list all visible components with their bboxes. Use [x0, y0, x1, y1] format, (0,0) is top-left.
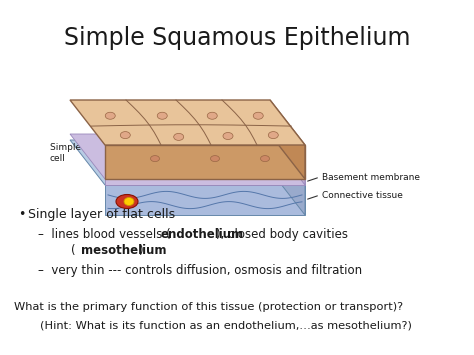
Polygon shape [70, 100, 305, 145]
Ellipse shape [253, 112, 263, 119]
Polygon shape [70, 134, 305, 179]
Text: Connective tissue: Connective tissue [322, 191, 403, 200]
Text: Single layer of flat cells: Single layer of flat cells [28, 208, 175, 221]
Text: endothelium: endothelium [160, 228, 244, 241]
Text: –  lines blood vessels (: – lines blood vessels ( [38, 228, 171, 241]
Ellipse shape [151, 155, 159, 162]
Ellipse shape [120, 132, 130, 138]
Ellipse shape [124, 197, 134, 206]
Text: •: • [18, 208, 26, 221]
Polygon shape [270, 140, 305, 215]
Text: ): ) [137, 244, 142, 257]
Text: What is the primary function of this tissue (protection or transport)?: What is the primary function of this tis… [14, 302, 403, 312]
Text: (Hint: What is its function as an endothelium,…as mesothelium?): (Hint: What is its function as an endoth… [40, 320, 412, 330]
Ellipse shape [105, 112, 115, 119]
Ellipse shape [157, 112, 167, 119]
Text: Basement membrane: Basement membrane [322, 173, 420, 181]
Polygon shape [270, 100, 305, 179]
Ellipse shape [268, 132, 278, 138]
Ellipse shape [116, 195, 138, 208]
Polygon shape [105, 179, 305, 185]
Polygon shape [105, 145, 305, 179]
Ellipse shape [223, 132, 233, 140]
Text: (: ( [56, 244, 76, 257]
Text: Simple Squamous Epithelium: Simple Squamous Epithelium [64, 26, 410, 50]
Text: ), closed body cavities: ), closed body cavities [217, 228, 348, 241]
Ellipse shape [173, 133, 184, 140]
Text: –  very thin --- controls diffusion, osmosis and filtration: – very thin --- controls diffusion, osmo… [38, 264, 362, 277]
Ellipse shape [261, 155, 270, 162]
Ellipse shape [207, 112, 217, 119]
Polygon shape [270, 134, 305, 185]
Text: mesothelium: mesothelium [82, 244, 167, 257]
Text: Simple squamous
cell: Simple squamous cell [50, 143, 130, 163]
Ellipse shape [210, 155, 219, 162]
Polygon shape [105, 185, 305, 215]
Polygon shape [70, 140, 305, 185]
